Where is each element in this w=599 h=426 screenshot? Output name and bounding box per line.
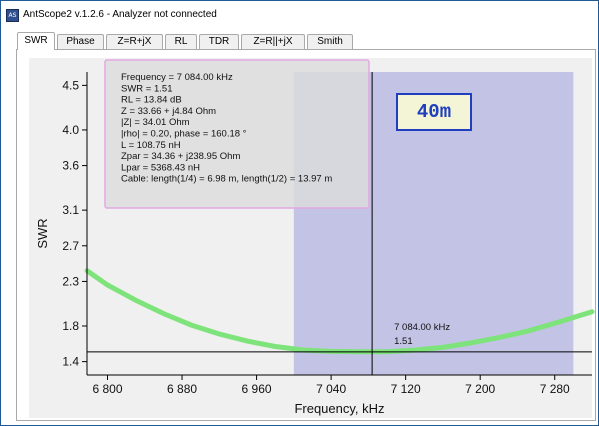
- tab-phase[interactable]: Phase: [57, 34, 104, 49]
- tooltip-line: RL = 13.84 dB: [121, 95, 182, 106]
- title-bar: AS AntScope2 v.1.2.6 - Analyzer not conn…: [1, 1, 598, 29]
- tooltip-line: Z = 33.66 + j4.84 Ohm: [121, 106, 216, 117]
- tab-parallel-impedance[interactable]: Z=R||+jX: [241, 34, 305, 49]
- x-tick-label: 7 280: [540, 382, 570, 396]
- tooltip-line: Zpar = 34.36 + j238.95 Ohm: [121, 151, 240, 162]
- x-tick-label: 6 880: [167, 382, 197, 396]
- swr-tab-panel: 6 800 6 880 6 960 7 040 7 120 7 200 7 280 1.4 1.…: [16, 49, 596, 421]
- tooltip-line: SWR = 1.51: [121, 83, 172, 94]
- y-tick-label: 3.1: [62, 203, 79, 217]
- x-tick-label: 7 040: [316, 382, 346, 396]
- y-tick-label: 4.5: [62, 78, 79, 92]
- y-tick-label: 3.6: [62, 159, 79, 173]
- tab-smith[interactable]: Smith: [307, 34, 353, 49]
- marker-frequency-label: 7 084.00 kHz: [394, 322, 450, 333]
- tooltip-line: Frequency = 7 084.00 kHz: [121, 72, 233, 83]
- tab-impedance[interactable]: Z=R+jX: [106, 34, 163, 49]
- tooltip-line: Lpar = 5368.43 nH: [121, 162, 200, 173]
- tab-swr[interactable]: SWR: [17, 32, 55, 50]
- x-tick-label: 7 120: [391, 382, 421, 396]
- swr-chart[interactable]: 6 800 6 880 6 960 7 040 7 120 7 200 7 280 1.4 1.…: [17, 50, 595, 420]
- tooltip-line: |Z| = 34.01 Ohm: [121, 117, 190, 128]
- y-tick-label: 1.4: [62, 355, 79, 369]
- tooltip-line: |rho| = 0.20, phase = 160.18 °: [121, 129, 247, 140]
- tooltip-line: Cable: length(1/4) = 6.98 m, length(1/2)…: [121, 174, 332, 185]
- y-tick-label: 2.7: [62, 239, 79, 253]
- band-label: 40m: [396, 93, 472, 131]
- y-axis-label: SWR: [35, 218, 50, 248]
- x-tick-label: 6 800: [92, 382, 122, 396]
- tab-bar: SWR Phase Z=R+jX RL TDR Z=R||+jX Smith: [1, 31, 598, 50]
- y-tick-label: 4.0: [62, 123, 79, 137]
- window-title: AntScope2 v.1.2.6 - Analyzer not connect…: [23, 9, 217, 20]
- tooltip-line: L = 108.75 nH: [121, 140, 181, 151]
- x-tick-label: 7 200: [465, 382, 495, 396]
- y-tick-label: 2.3: [62, 274, 79, 288]
- tab-rl[interactable]: RL: [165, 34, 197, 49]
- measurement-tooltip-box: [104, 59, 370, 209]
- x-axis-label: Frequency, kHz: [294, 401, 384, 416]
- x-tick-label: 6 960: [242, 382, 272, 396]
- app-logo-icon: AS: [6, 9, 19, 22]
- tab-tdr[interactable]: TDR: [199, 34, 239, 49]
- y-tick-label: 1.8: [62, 319, 79, 333]
- marker-swr-label: 1.51: [394, 336, 413, 347]
